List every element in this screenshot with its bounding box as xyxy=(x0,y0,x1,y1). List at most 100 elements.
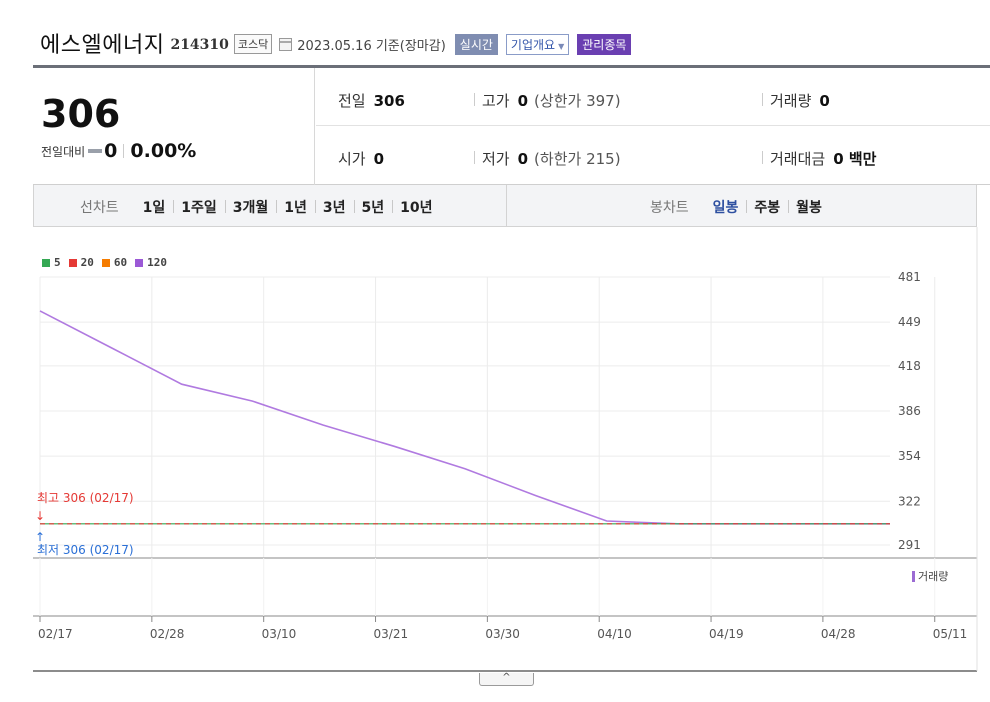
y-tick-label: 481 xyxy=(898,270,921,284)
high-label: 고가 xyxy=(482,92,510,110)
company-overview-dropdown[interactable]: 기업개요 ▼ xyxy=(505,33,570,55)
price-summary: 306 전일대비 0 0.00% 전일 306 고가 0 (상한가 397) 거… xyxy=(33,65,990,185)
tab-weekly[interactable]: 주봉 xyxy=(746,197,788,217)
prev-close: 전일 306 xyxy=(338,90,405,111)
x-tick-label: 04/28 xyxy=(821,627,856,641)
realtime-button[interactable]: 실시간 xyxy=(454,33,498,55)
x-tick-label: 03/21 xyxy=(374,627,409,641)
tab-5y[interactable]: 5년 xyxy=(353,197,393,217)
candle-chart-tabs: 봉차트 일봉 주봉 월봉 xyxy=(650,197,830,217)
legend-label: 120 xyxy=(147,256,167,269)
volume: 거래량 0 xyxy=(762,90,830,111)
y-tick-label: 322 xyxy=(898,494,921,508)
calendar-icon xyxy=(279,38,293,51)
price-row: 시가 0 저가 0 (하한가 215) 거래대금 0 백만 xyxy=(316,126,990,184)
open-price: 시가 0 xyxy=(338,148,384,169)
prev-close-label: 전일 xyxy=(338,92,366,110)
flat-icon xyxy=(88,149,103,153)
candle-chart-title: 봉차트 xyxy=(650,200,689,216)
x-tick-label: 02/17 xyxy=(38,627,73,641)
x-tick-label: 04/19 xyxy=(709,627,744,641)
prev-close-value: 306 xyxy=(373,92,405,110)
series-line-120 xyxy=(39,310,890,525)
x-tick-label: 05/11 xyxy=(933,627,968,641)
max-arrow-icon: ↓ xyxy=(35,509,45,523)
tab-3m[interactable]: 3개월 xyxy=(224,197,277,217)
max-price-label: 최고 306 (02/17) xyxy=(37,491,134,505)
current-price-panel: 306 전일대비 0 0.00% xyxy=(33,68,315,185)
tab-monthly[interactable]: 월봉 xyxy=(788,197,830,217)
y-tick-label: 449 xyxy=(898,315,921,329)
price-row: 전일 306 고가 0 (상한가 397) 거래량 0 xyxy=(316,68,990,126)
trade-amount: 거래대금 0 백만 xyxy=(761,148,877,169)
legend-item: 120 xyxy=(135,256,167,269)
chevron-up-icon: ^ xyxy=(502,672,511,683)
volume-legend-label: 거래량 xyxy=(918,570,949,583)
stock-header: 에스엘에너지 214310 코스닥 2023.05.16 기준(장마감) 실시간… xyxy=(40,28,632,58)
x-tick-label: 03/10 xyxy=(262,627,297,641)
base-date: 2023.05.16 기준(장마감) xyxy=(297,39,446,54)
open-label: 시가 xyxy=(338,150,366,168)
volume-label: 거래량 xyxy=(770,92,812,110)
y-tick-label: 418 xyxy=(898,359,921,373)
price-detail-panel: 전일 306 고가 0 (상한가 397) 거래량 0 시가 0 저가 0 (하… xyxy=(316,68,990,185)
change-label: 전일대비 xyxy=(41,144,86,159)
amount-label: 거래대금 xyxy=(770,150,826,168)
tab-1d[interactable]: 1일 xyxy=(142,200,166,216)
legend-swatch xyxy=(135,258,144,267)
x-tick-label: 02/28 xyxy=(150,627,185,641)
min-arrow-icon: ↑ xyxy=(35,530,45,544)
legend-swatch xyxy=(68,258,77,267)
y-tick-label: 354 xyxy=(898,449,921,463)
amount-value: 0 백만 xyxy=(833,150,877,168)
legend-item: 20 xyxy=(68,256,94,269)
tab-1y[interactable]: 1년 xyxy=(276,197,315,217)
price-change: 전일대비 0 0.00% xyxy=(41,140,196,162)
tab-daily[interactable]: 일봉 xyxy=(712,200,739,216)
price-chart: 5 20 60 120 481 449 418 386 354 322 291 02/17 02/28… xyxy=(0,227,990,702)
market-badge: 코스닥 xyxy=(233,34,273,54)
divider xyxy=(123,144,125,158)
collapse-button[interactable]: ^ xyxy=(479,673,534,686)
legend-swatch xyxy=(42,258,50,267)
lower-limit: (하한가 215) xyxy=(534,150,621,168)
volume-value: 0 xyxy=(819,92,830,110)
change-percent: 0.00% xyxy=(130,140,197,162)
tab-1w[interactable]: 1주일 xyxy=(173,197,225,217)
high-value: 0 xyxy=(517,92,529,110)
tab-10y[interactable]: 10년 xyxy=(392,197,440,217)
volume-swatch xyxy=(912,570,915,582)
low-label: 저가 xyxy=(482,150,510,168)
upper-limit: (상한가 397) xyxy=(534,92,621,110)
y-tick-label: 291 xyxy=(898,538,921,552)
tab-divider xyxy=(506,185,507,227)
stock-name: 에스엘에너지 xyxy=(40,33,165,58)
legend-item: 5 xyxy=(42,256,61,269)
volume-legend: 거래량 xyxy=(912,568,948,584)
company-overview-label: 기업개요 xyxy=(510,37,556,52)
legend-swatch xyxy=(101,258,110,267)
legend-item: 60 xyxy=(101,256,128,269)
min-price-label: 최저 306 (02/17) xyxy=(37,543,134,557)
legend-label: 20 xyxy=(80,256,94,269)
legend-label: 60 xyxy=(113,256,128,269)
chart-legend: 5 20 60 120 xyxy=(42,256,175,269)
tab-3y[interactable]: 3년 xyxy=(314,197,354,217)
line-chart-tabs: 선차트 1일 1주일 3개월 1년 3년 5년 10년 xyxy=(80,197,441,217)
legend-label: 5 xyxy=(54,256,61,269)
low-price: 저가 0 (하한가 215) xyxy=(474,148,621,169)
x-tick-label: 03/30 xyxy=(485,627,520,641)
managed-stock-badge[interactable]: 관리종목 xyxy=(577,33,632,55)
chart-canvas: 481 449 418 386 354 322 291 02/17 02/28 03/10 03/2… xyxy=(33,227,978,672)
chevron-down-icon: ▼ xyxy=(558,41,565,51)
y-tick-label: 386 xyxy=(898,404,921,418)
high-price: 고가 0 (상한가 397) xyxy=(474,90,621,111)
low-value: 0 xyxy=(517,150,529,168)
chart-tab-bar: 선차트 1일 1주일 3개월 1년 3년 5년 10년 봉차트 일봉 주봉 월봉 xyxy=(33,185,977,227)
open-value: 0 xyxy=(373,150,385,168)
change-value: 0 xyxy=(104,140,118,162)
stock-code: 214310 xyxy=(170,37,229,53)
line-chart-title: 선차트 xyxy=(80,200,119,216)
current-price: 306 xyxy=(41,92,121,136)
x-tick-label: 04/10 xyxy=(597,627,632,641)
